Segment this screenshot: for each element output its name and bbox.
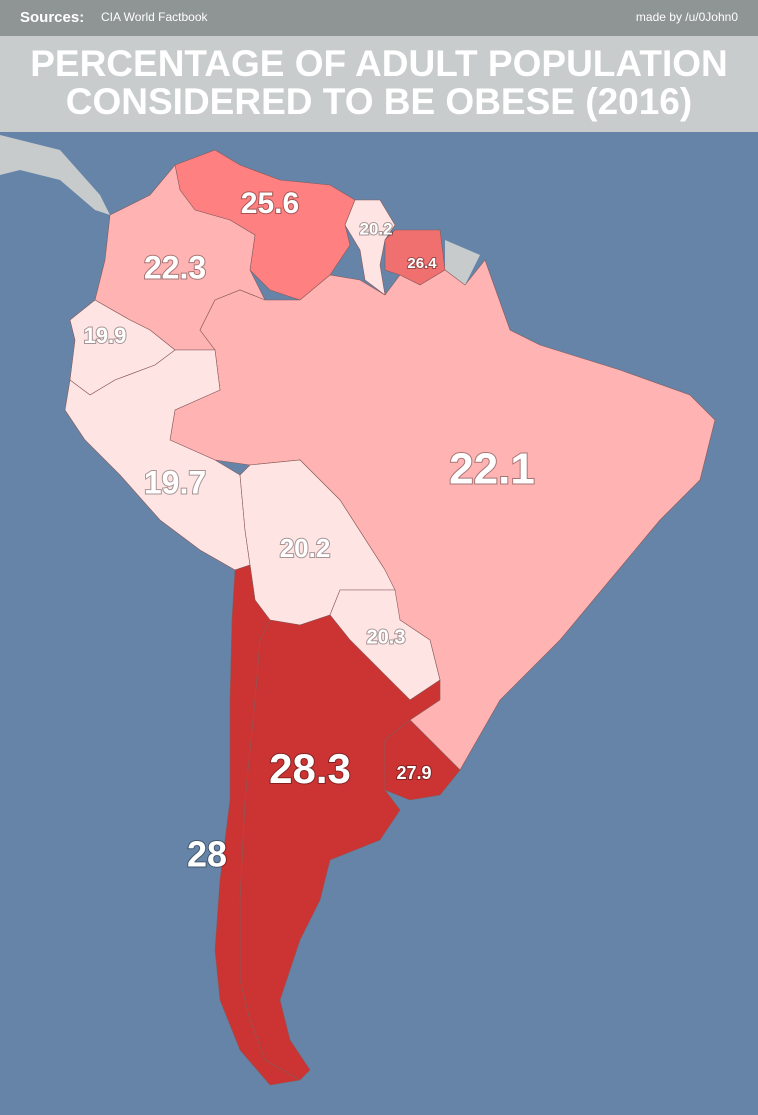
- value-label: 22.1: [449, 445, 535, 494]
- country: [214, 564, 301, 1086]
- value-label: 19.9: [84, 323, 127, 348]
- central-america: [0, 135, 110, 215]
- value-label: 20.2: [359, 219, 392, 238]
- value-label: 22.3: [144, 249, 206, 285]
- french-guiana: [445, 240, 480, 285]
- title: CONSIDERED TO BE OBESE (2016): [66, 81, 692, 122]
- value-label: 28.3: [269, 745, 351, 792]
- value-label: 19.7: [144, 464, 206, 500]
- value-label: 20.2: [280, 533, 331, 563]
- source-bar: [0, 0, 758, 36]
- labels: 25.6 20.2 26.4 22.3 19.9 22.1 19.7 20.2 20.3 28.3…: [83, 186, 536, 876]
- country: [64, 349, 251, 571]
- country: [344, 199, 396, 296]
- country: [169, 259, 716, 771]
- credit: made by /u/0John0: [636, 10, 738, 24]
- country: [384, 719, 461, 801]
- value-label: 25.6: [241, 187, 299, 220]
- value-label: 27.9: [396, 763, 431, 783]
- value-label: 26.4: [407, 255, 437, 272]
- title: PERCENTAGE OF ADULT POPULATION: [30, 43, 728, 84]
- value-label: 28: [187, 834, 227, 875]
- sources: CIA World Factbook: [101, 10, 208, 24]
- regions: [64, 149, 716, 1086]
- title-band: [0, 36, 758, 132]
- value-label: 20.3: [367, 626, 406, 648]
- sources-label: Sources:: [20, 9, 84, 26]
